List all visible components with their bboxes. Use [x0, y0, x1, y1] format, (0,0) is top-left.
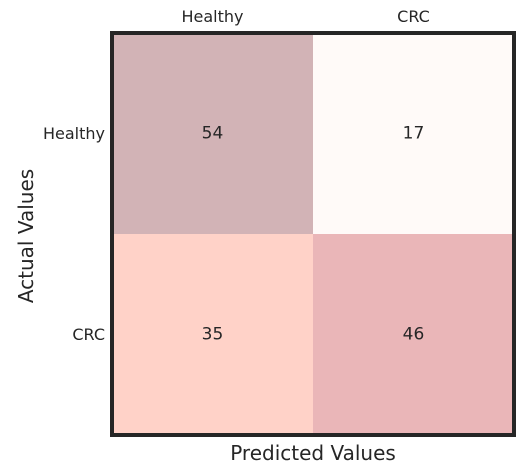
heatmap-cell-healthy-crc	[313, 33, 514, 234]
plot-frame	[110, 31, 516, 437]
y-axis-label: Actual Values	[14, 169, 38, 303]
cell-value-healthy-healthy: 54	[202, 124, 224, 144]
y-tick-labels: Healthy CRC	[43, 124, 105, 344]
heatmap-cell-crc-crc	[313, 234, 514, 435]
x-axis-label: Predicted Values	[230, 441, 396, 465]
y-tick-healthy: Healthy	[43, 124, 105, 143]
cell-value-healthy-crc: 17	[403, 124, 425, 144]
x-tick-crc: CRC	[397, 7, 430, 26]
heatmap-cell-healthy-healthy	[112, 33, 313, 234]
cell-value-crc-healthy: 35	[202, 325, 224, 345]
x-tick-labels: Healthy CRC	[181, 7, 429, 26]
cell-value-crc-crc: 46	[403, 325, 425, 345]
cell-value-labels: 54 17 35 46	[202, 124, 425, 345]
heatmap-cells	[112, 33, 514, 435]
x-tick-healthy: Healthy	[181, 7, 243, 26]
y-tick-crc: CRC	[72, 325, 105, 344]
heatmap-cell-crc-healthy	[112, 234, 313, 435]
